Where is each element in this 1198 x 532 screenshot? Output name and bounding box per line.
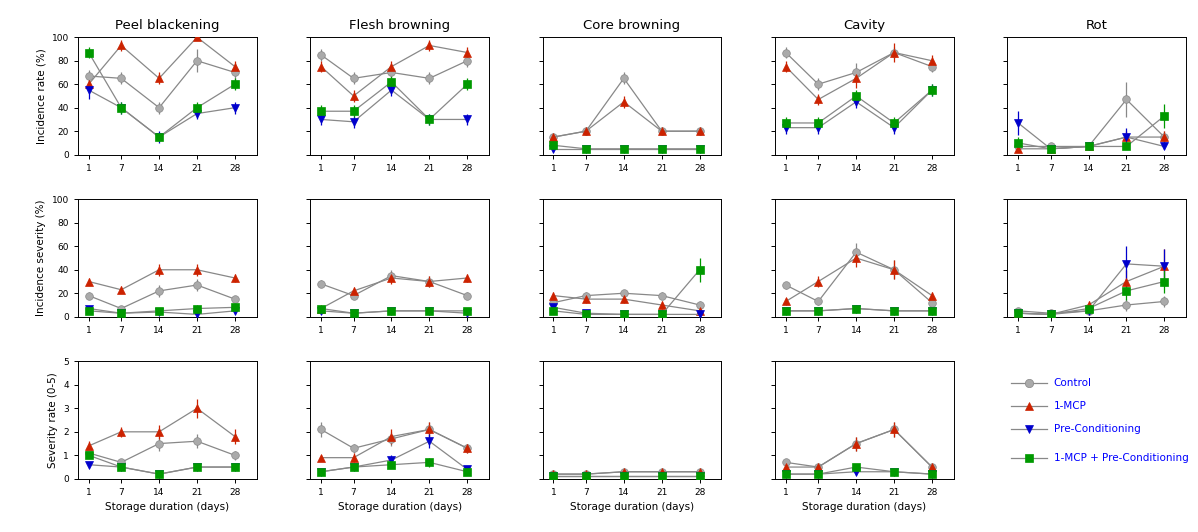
X-axis label: Storage duration (days): Storage duration (days) xyxy=(338,502,461,512)
X-axis label: Storage duration (days): Storage duration (days) xyxy=(105,502,229,512)
Text: Control: Control xyxy=(1054,378,1091,387)
X-axis label: Storage duration (days): Storage duration (days) xyxy=(570,502,694,512)
Text: 1-MCP + Pre-Conditioning: 1-MCP + Pre-Conditioning xyxy=(1054,453,1188,463)
Title: Rot: Rot xyxy=(1085,19,1108,32)
Y-axis label: Severity rate (0-5): Severity rate (0-5) xyxy=(48,372,58,468)
Title: Core browning: Core browning xyxy=(583,19,680,32)
Title: Peel blackening: Peel blackening xyxy=(115,19,219,32)
Y-axis label: Incidence severity (%): Incidence severity (%) xyxy=(36,200,46,316)
X-axis label: Storage duration (days): Storage duration (days) xyxy=(803,502,926,512)
Title: Cavity: Cavity xyxy=(843,19,885,32)
Text: 1-MCP: 1-MCP xyxy=(1054,401,1087,411)
Title: Flesh browning: Flesh browning xyxy=(349,19,450,32)
Y-axis label: Incidence rate (%): Incidence rate (%) xyxy=(36,48,46,144)
Text: Pre-Conditioning: Pre-Conditioning xyxy=(1054,425,1140,435)
